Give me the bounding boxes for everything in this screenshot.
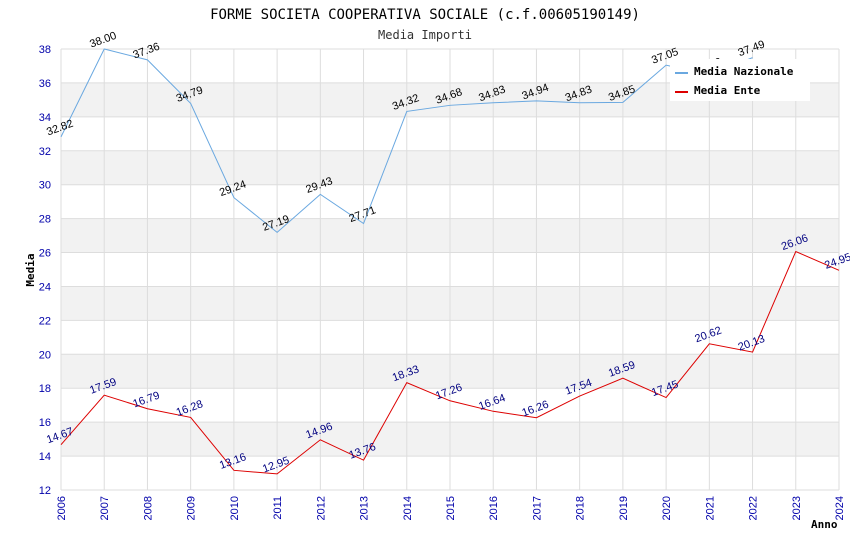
data-label-ente: 16.26 bbox=[520, 399, 550, 420]
x-tick-label: 2019 bbox=[618, 496, 630, 520]
x-tick-label: 2021 bbox=[704, 496, 716, 520]
x-tick-label: 2010 bbox=[229, 496, 241, 520]
y-tick-label: 20 bbox=[39, 349, 51, 361]
x-tick-label: 2007 bbox=[99, 496, 111, 520]
x-tick-label: 2011 bbox=[272, 496, 284, 520]
legend-label-ente: Media Ente bbox=[694, 84, 761, 97]
data-label-ente: 16.79 bbox=[131, 390, 161, 411]
series-line-ente bbox=[60, 250, 840, 475]
data-label-ente: 12.95 bbox=[261, 455, 291, 476]
x-axis-label: Anno bbox=[811, 518, 838, 531]
x-tick-label: 2014 bbox=[402, 496, 414, 520]
x-tick-label: 2013 bbox=[359, 496, 371, 520]
y-tick-label: 38 bbox=[39, 44, 51, 56]
y-axis-ticks: 12 14 16 18 20 22 24 26 28 30 32 34 36 38 bbox=[39, 44, 51, 497]
legend-box bbox=[670, 59, 810, 101]
data-label-nazionale: 38.00 bbox=[88, 30, 118, 51]
y-tick-label: 24 bbox=[39, 281, 51, 293]
y-tick-label: 14 bbox=[39, 451, 51, 463]
x-tick-label: 2016 bbox=[488, 496, 500, 520]
data-label-nazionale: 37.36 bbox=[131, 41, 161, 62]
y-tick-label: 30 bbox=[39, 180, 51, 192]
data-label-ente: 20.13 bbox=[737, 333, 767, 354]
chart-subtitle: Media Importi bbox=[378, 28, 472, 42]
legend-label-nazionale: Media Nazionale bbox=[694, 65, 794, 78]
x-tick-label: 2012 bbox=[315, 496, 327, 520]
y-tick-label: 28 bbox=[39, 214, 51, 226]
data-label-ente: 20.62 bbox=[693, 325, 723, 346]
grid-lines bbox=[60, 48, 840, 491]
x-tick-label: 2018 bbox=[575, 496, 587, 520]
x-tick-label: 2009 bbox=[186, 496, 198, 520]
data-label-ente: 16.28 bbox=[175, 398, 205, 419]
x-tick-label: 2020 bbox=[661, 496, 673, 520]
x-axis-ticks: 2006 2007 2008 2009 2010 2011 2012 2013 2014 2015… bbox=[56, 496, 846, 520]
x-tick-label: 2023 bbox=[791, 496, 803, 520]
x-tick-label: 2017 bbox=[531, 496, 543, 520]
y-axis-label: Media bbox=[24, 253, 37, 286]
x-tick-label: 2024 bbox=[834, 496, 846, 520]
legend: Media Nazionale Media Ente bbox=[670, 59, 810, 101]
y-tick-label: 26 bbox=[39, 248, 51, 260]
y-tick-label: 34 bbox=[39, 112, 51, 124]
y-tick-label: 18 bbox=[39, 383, 51, 395]
y-tick-label: 22 bbox=[39, 315, 51, 327]
x-tick-label: 2015 bbox=[445, 496, 457, 520]
x-tick-label: 2008 bbox=[142, 496, 154, 520]
data-label-nazionale: 37.49 bbox=[737, 38, 767, 59]
y-tick-label: 16 bbox=[39, 417, 51, 429]
y-tick-label: 12 bbox=[39, 485, 51, 497]
data-label-ente: 16.64 bbox=[477, 392, 507, 413]
chart-title: FORME SOCIETA COOPERATIVA SOCIALE (c.f.0… bbox=[210, 7, 640, 23]
y-tick-label: 36 bbox=[39, 78, 51, 90]
x-tick-label: 2022 bbox=[748, 496, 760, 520]
series-line-nazionale bbox=[60, 48, 753, 234]
x-tick-label: 2006 bbox=[56, 496, 68, 520]
y-tick-label: 32 bbox=[39, 146, 51, 158]
